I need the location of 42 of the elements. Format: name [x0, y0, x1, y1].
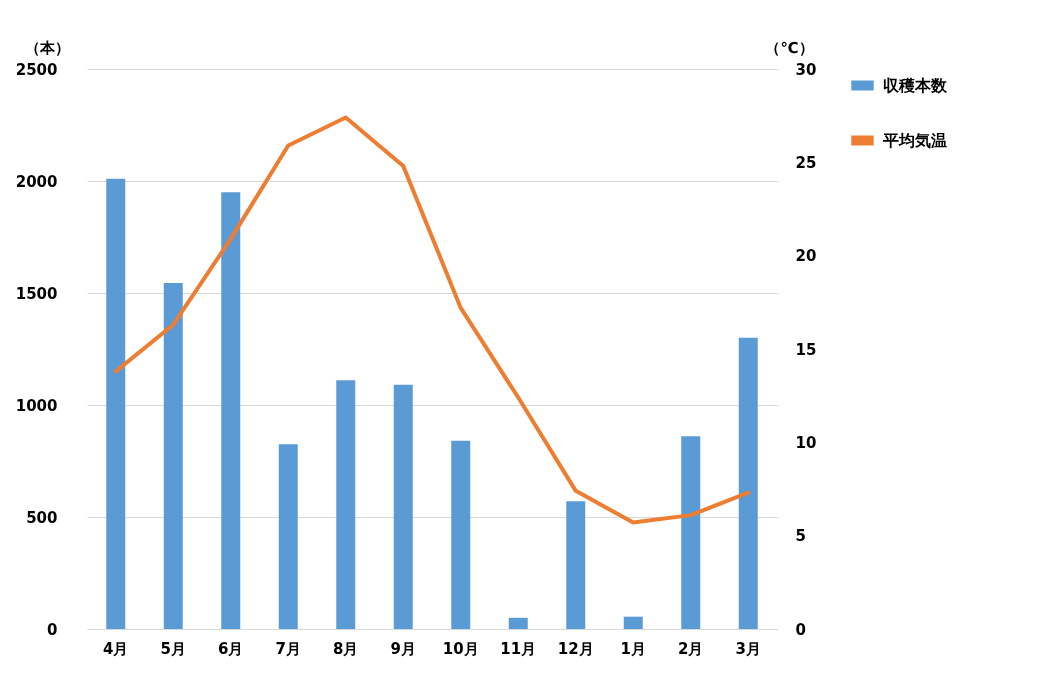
bar — [623, 616, 643, 629]
y2-tick-label: 20 — [795, 247, 817, 266]
y2-tick-label: 10 — [795, 433, 817, 452]
bar — [163, 282, 183, 629]
x-tick-label: 12月 — [557, 639, 594, 658]
x-tick-label: 4月 — [103, 639, 129, 658]
legend-label: 平均気温 — [882, 130, 947, 150]
bar — [221, 192, 241, 629]
y2-tick-label: 15 — [795, 340, 817, 359]
y-tick-label: 2000 — [15, 172, 58, 191]
x-tick-label: 3月 — [735, 639, 761, 658]
x-tick-label: 9月 — [390, 639, 416, 658]
bar — [508, 617, 528, 629]
y-tick-label: 1500 — [15, 284, 58, 303]
line-series — [113, 115, 751, 525]
y-tick-label: 500 — [26, 508, 58, 527]
bar — [566, 501, 586, 629]
x-tick-label: 6月 — [218, 639, 244, 658]
x-tick-label: 10月 — [442, 639, 479, 658]
bar — [451, 440, 471, 629]
bar — [393, 384, 413, 629]
y2-tick-label: 25 — [795, 153, 817, 172]
y-tick-label: 1000 — [15, 396, 58, 415]
x-tick-label: 2月 — [678, 639, 704, 658]
x-tick-label: 7月 — [275, 639, 301, 658]
y2-tick-label: 0 — [795, 620, 806, 639]
y2-axis-title: （℃） — [765, 38, 814, 57]
bar — [738, 337, 758, 629]
y-tick-label: 2500 — [15, 60, 58, 79]
bar — [681, 436, 701, 629]
y-axis-title: （本） — [25, 38, 70, 57]
bar — [278, 444, 298, 629]
x-tick-label: 8月 — [333, 639, 359, 658]
bar — [106, 178, 126, 629]
legend-label: 収穫本数 — [883, 75, 948, 95]
x-tick-label: 5月 — [160, 639, 186, 658]
y-tick-label: 0 — [47, 620, 58, 639]
y2-tick-label: 30 — [795, 60, 817, 79]
x-tick-label: 11月 — [500, 639, 537, 658]
bar — [336, 380, 356, 629]
y2-tick-label: 5 — [795, 527, 806, 546]
x-tick-label: 1月 — [620, 639, 646, 658]
